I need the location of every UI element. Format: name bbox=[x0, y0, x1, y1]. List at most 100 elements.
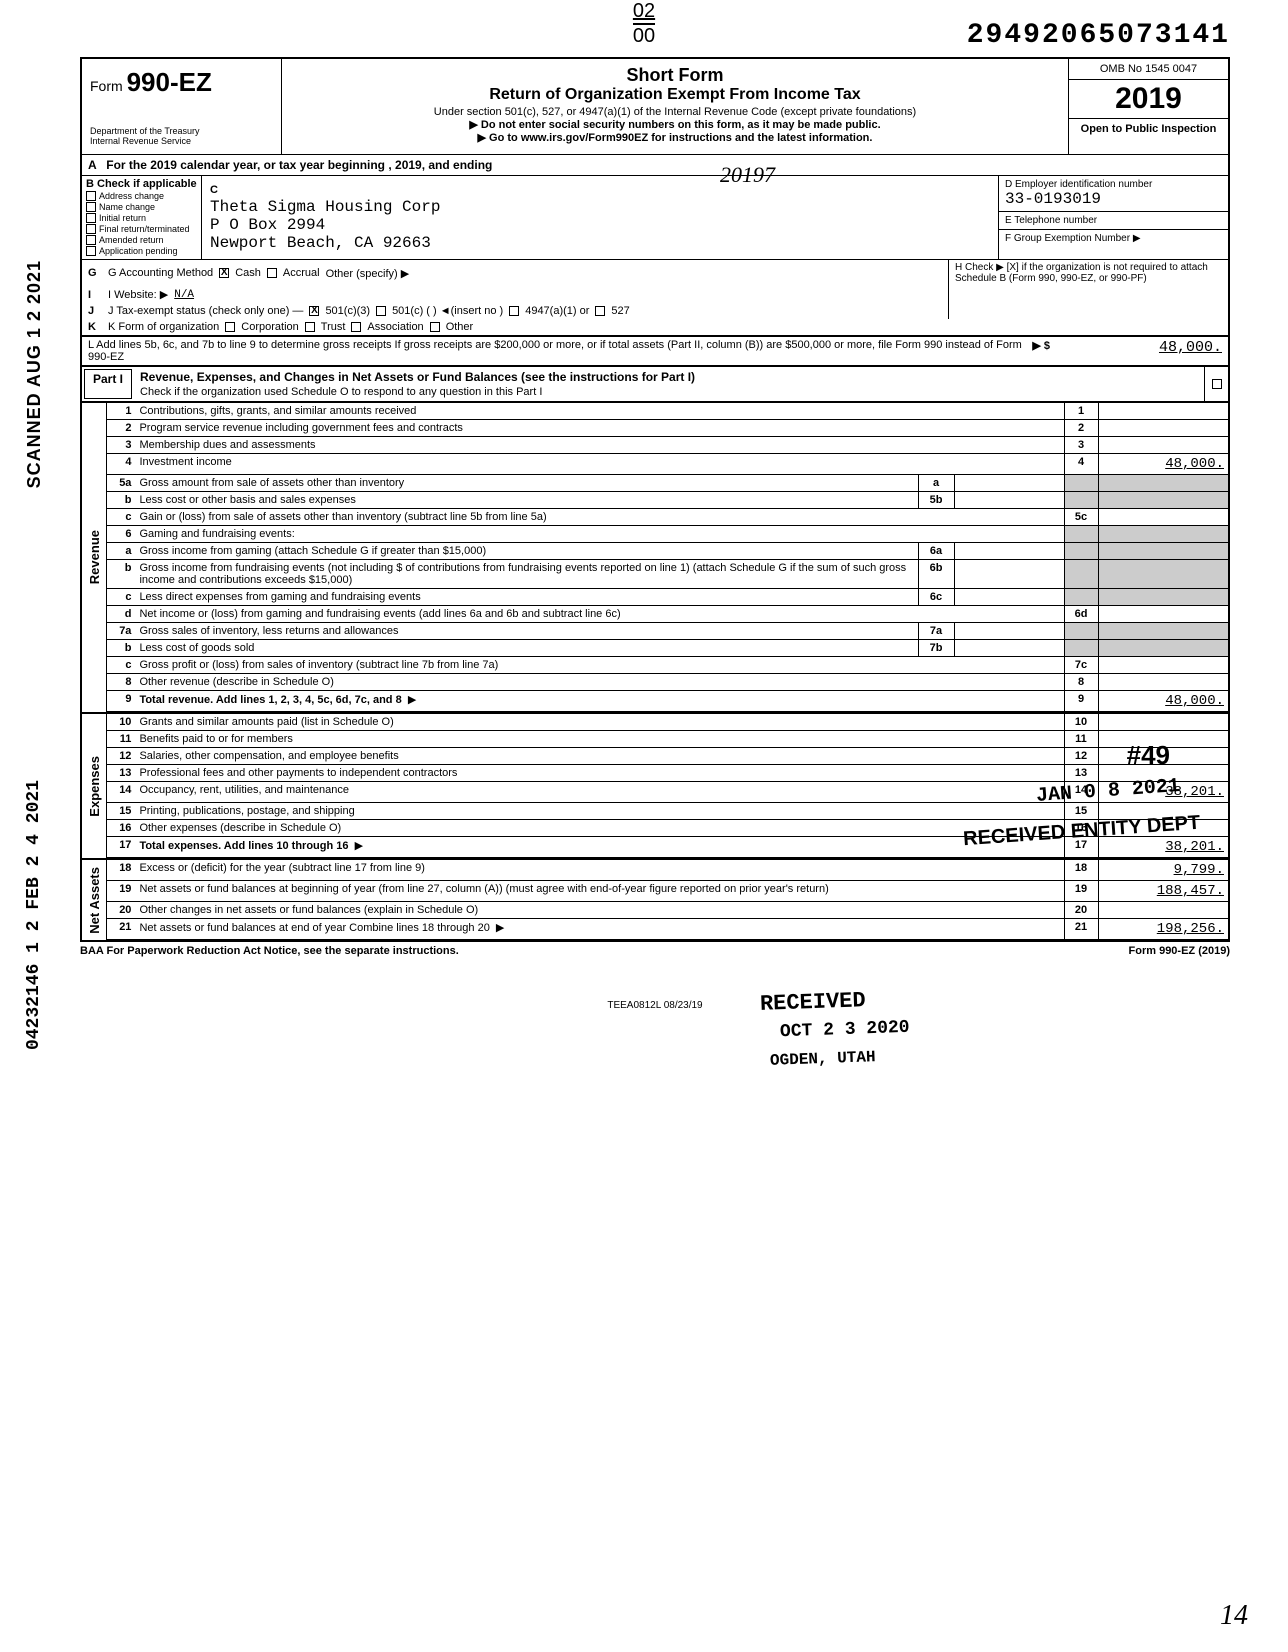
part-1-title: Revenue, Expenses, and Changes in Net As… bbox=[140, 370, 695, 384]
line-row: 2Program service revenue including gover… bbox=[107, 420, 1228, 437]
chk-corporation[interactable] bbox=[225, 322, 235, 332]
chk-association[interactable] bbox=[351, 322, 361, 332]
line-row: 11Benefits paid to or for members11 bbox=[107, 731, 1228, 748]
revenue-block: Revenue 1Contributions, gifts, grants, a… bbox=[80, 403, 1230, 714]
chk-initial-return[interactable] bbox=[86, 213, 96, 223]
dept-irs: Internal Revenue Service bbox=[90, 136, 273, 146]
line-ref-shaded bbox=[1064, 492, 1098, 509]
line-number: 19 bbox=[107, 881, 135, 902]
chk-501c3[interactable] bbox=[309, 306, 319, 316]
line-amount: 188,457. bbox=[1098, 881, 1228, 902]
entity-box: B Check if applicable Address change Nam… bbox=[80, 176, 1230, 259]
line-ref: 8 bbox=[1064, 674, 1098, 691]
lbl-4947: 4947(a)(1) or bbox=[525, 305, 589, 317]
line-number: 17 bbox=[107, 837, 135, 858]
form-number: 990-EZ bbox=[127, 67, 212, 97]
subtitle-ssn: ▶ Do not enter social security numbers o… bbox=[292, 118, 1058, 131]
line-number: 18 bbox=[107, 860, 135, 881]
subline-amount bbox=[954, 475, 1064, 492]
line-number: 15 bbox=[107, 803, 135, 820]
line-desc: Occupancy, rent, utilities, and maintena… bbox=[135, 782, 1064, 803]
lbl-initial-return: Initial return bbox=[99, 213, 146, 223]
frac-top: 02 bbox=[633, 0, 655, 22]
lbl-other-method: Other (specify) ▶ bbox=[326, 267, 410, 280]
line-desc: Total revenue. Add lines 1, 2, 3, 4, 5c,… bbox=[135, 691, 1064, 712]
col-d-label: D Employer identification number bbox=[1005, 179, 1222, 190]
lbl-accrual: Accrual bbox=[283, 267, 320, 279]
line-amount: 48,000. bbox=[1098, 691, 1228, 712]
line-number: 20 bbox=[107, 902, 135, 919]
line-ref-shaded bbox=[1064, 589, 1098, 606]
subline-amount bbox=[954, 492, 1064, 509]
line-number: c bbox=[107, 589, 135, 606]
subline-box: 7a bbox=[918, 623, 954, 640]
line-ref: 7c bbox=[1064, 657, 1098, 674]
lbl-final-return: Final return/terminated bbox=[99, 224, 190, 234]
line-row: 8Other revenue (describe in Schedule O)8 bbox=[107, 674, 1228, 691]
chk-name-change[interactable] bbox=[86, 202, 96, 212]
line-amount bbox=[1098, 657, 1228, 674]
line-ref: 6d bbox=[1064, 606, 1098, 623]
line-row: cLess direct expenses from gaming and fu… bbox=[107, 589, 1228, 606]
line-row: bGross income from fundraising events (n… bbox=[107, 560, 1228, 589]
line-row: 19Net assets or fund balances at beginni… bbox=[107, 881, 1228, 902]
chk-amended-return[interactable] bbox=[86, 235, 96, 245]
chk-501c[interactable] bbox=[376, 306, 386, 316]
line-row: 1Contributions, gifts, grants, and simil… bbox=[107, 403, 1228, 420]
line-amount-shaded bbox=[1098, 475, 1228, 492]
line-desc: Salaries, other compensation, and employ… bbox=[135, 748, 1064, 765]
chk-accrual[interactable] bbox=[267, 268, 277, 278]
chk-trust[interactable] bbox=[305, 322, 315, 332]
subline-amount bbox=[954, 623, 1064, 640]
tax-year: 2019 bbox=[1069, 80, 1228, 119]
col-e-label: E Telephone number bbox=[1005, 215, 1222, 226]
line-row: cGain or (loss) from sale of assets othe… bbox=[107, 509, 1228, 526]
bates-stamp: 04232146 1 2 FEB 2 4 2021 bbox=[24, 780, 44, 1050]
line-ref: 19 bbox=[1064, 881, 1098, 902]
stamp-ogden: OGDEN, UTAH bbox=[770, 1048, 876, 1070]
row-l-text: L Add lines 5b, 6c, and 7b to line 9 to … bbox=[88, 339, 1024, 363]
chk-address-change[interactable] bbox=[86, 191, 96, 201]
line-row: 9Total revenue. Add lines 1, 2, 3, 4, 5c… bbox=[107, 691, 1228, 712]
line-number: 13 bbox=[107, 765, 135, 782]
chk-other-org[interactable] bbox=[430, 322, 440, 332]
line-amount-shaded bbox=[1098, 543, 1228, 560]
line-number: 21 bbox=[107, 919, 135, 940]
line-number: b bbox=[107, 492, 135, 509]
chk-final-return[interactable] bbox=[86, 224, 96, 234]
line-ref: 18 bbox=[1064, 860, 1098, 881]
title-short-form: Short Form bbox=[292, 65, 1058, 86]
line-row: 21Net assets or fund balances at end of … bbox=[107, 919, 1228, 940]
row-g-label: G Accounting Method bbox=[108, 267, 213, 279]
scanned-stamp: SCANNED AUG 1 2 2021 bbox=[24, 260, 45, 488]
line-desc: Printing, publications, postage, and shi… bbox=[135, 803, 1064, 820]
stamp-received: RECEIVED bbox=[760, 988, 866, 1017]
line-desc: Gross amount from sale of assets other t… bbox=[135, 475, 918, 492]
chk-cash[interactable] bbox=[219, 268, 229, 278]
line-number: 2 bbox=[107, 420, 135, 437]
subline-amount bbox=[954, 589, 1064, 606]
chk-application-pending[interactable] bbox=[86, 246, 96, 256]
chk-527[interactable] bbox=[595, 306, 605, 316]
line-desc: Other changes in net assets or fund bala… bbox=[135, 902, 1064, 919]
line-number: b bbox=[107, 560, 135, 589]
line-number: 14 bbox=[107, 782, 135, 803]
revenue-category-label: Revenue bbox=[87, 530, 102, 584]
line-desc: Membership dues and assessments bbox=[135, 437, 1064, 454]
line-row: 12Salaries, other compensation, and empl… bbox=[107, 748, 1228, 765]
line-row: bLess cost or other basis and sales expe… bbox=[107, 492, 1228, 509]
line-ref: 9 bbox=[1064, 691, 1098, 712]
ein-value: 33-0193019 bbox=[1005, 190, 1222, 208]
line-desc: Less cost of goods sold bbox=[135, 640, 918, 657]
line-ref: 12 bbox=[1064, 748, 1098, 765]
line-row: 13Professional fees and other payments t… bbox=[107, 765, 1228, 782]
line-desc: Contributions, gifts, grants, and simila… bbox=[135, 403, 1064, 420]
chk-4947[interactable] bbox=[509, 306, 519, 316]
lbl-527: 527 bbox=[611, 305, 629, 317]
form-prefix: Form bbox=[90, 78, 123, 94]
col-f-label: F Group Exemption Number ▶ bbox=[1005, 233, 1222, 244]
chk-schedule-o-part1[interactable] bbox=[1212, 379, 1222, 389]
subline-amount bbox=[954, 560, 1064, 589]
line-row: 20Other changes in net assets or fund ba… bbox=[107, 902, 1228, 919]
row-a-text: For the 2019 calendar year, or tax year … bbox=[106, 158, 492, 172]
